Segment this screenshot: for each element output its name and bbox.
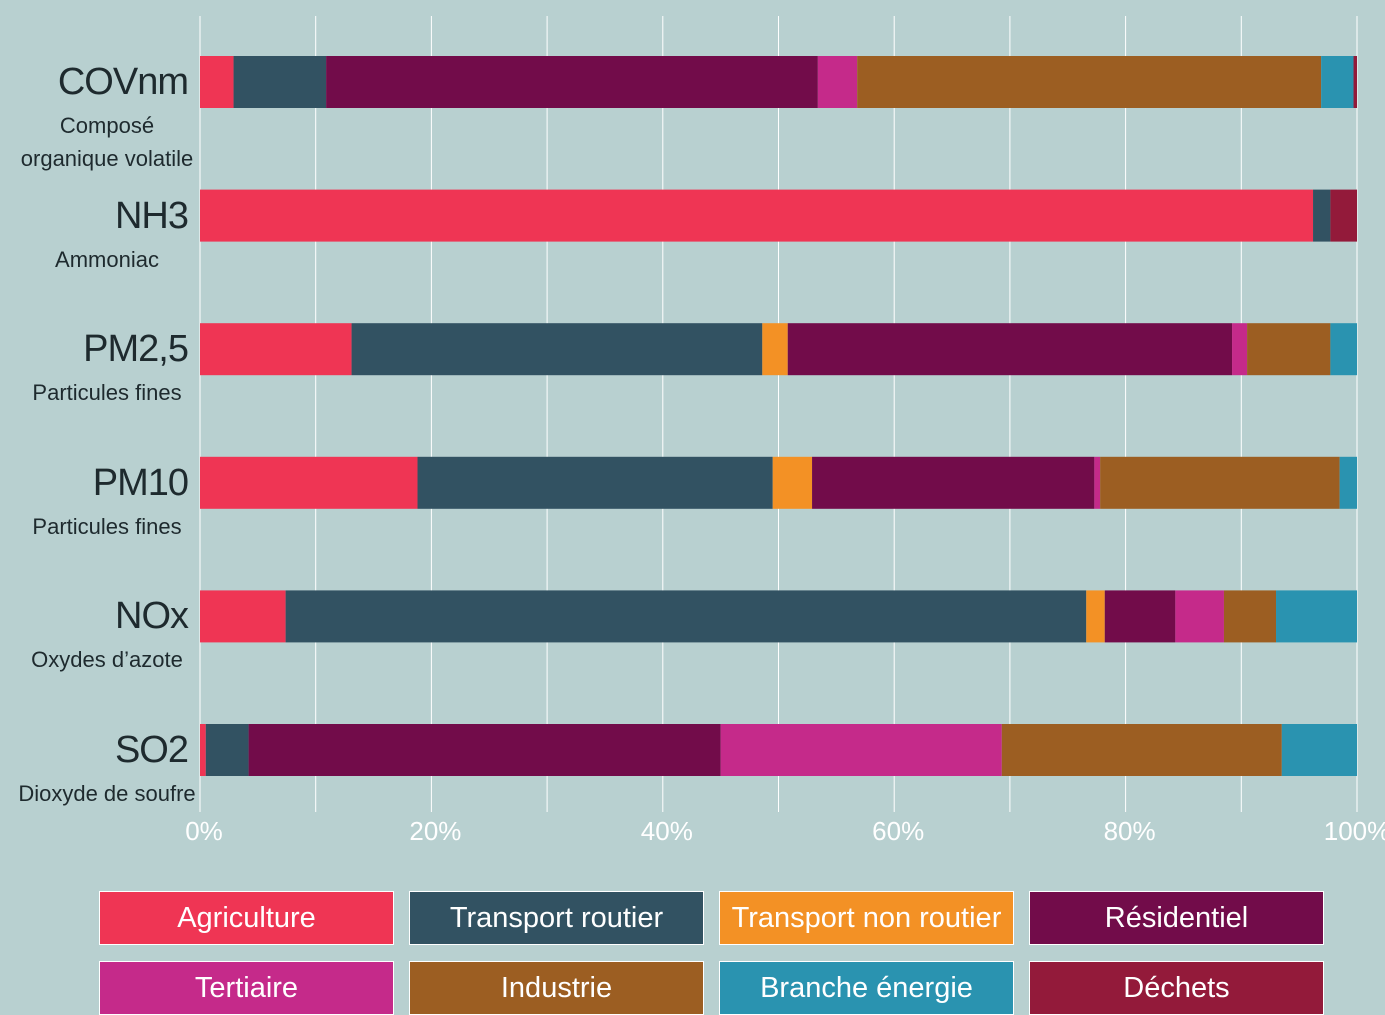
x-tick-label: 0% xyxy=(185,816,223,846)
bar-segment xyxy=(720,724,1002,776)
bar-segment xyxy=(1175,590,1224,643)
x-tick-label: 100% xyxy=(1323,816,1385,846)
bar-segment xyxy=(200,189,1314,242)
bar-segment xyxy=(787,323,1233,376)
bar-segment xyxy=(1100,456,1340,509)
bar-segment xyxy=(285,590,1087,643)
x-tick-label: 20% xyxy=(409,816,462,846)
bar-segment xyxy=(200,56,234,108)
bar-segment xyxy=(417,456,773,509)
legend-item: Transport routier xyxy=(409,891,704,945)
legend-item: Transport non routier xyxy=(719,891,1014,945)
category-description: Dioxyde de soufre xyxy=(18,781,196,806)
bar-segment xyxy=(200,323,352,376)
bar-segment xyxy=(1339,456,1357,509)
category-description: Particules fines xyxy=(32,513,182,539)
category-description: Composé organique volatile xyxy=(20,113,194,171)
bar-segment xyxy=(1094,456,1101,509)
bar-segment xyxy=(1232,323,1248,376)
category-label: COVnm xyxy=(57,61,189,103)
category-label: NOx xyxy=(115,595,189,638)
bar-segment xyxy=(857,56,1322,108)
bar-segment xyxy=(762,323,788,376)
bar-segment xyxy=(772,456,813,509)
bar-segment xyxy=(1353,56,1357,108)
legend-item: Déchets xyxy=(1029,961,1324,1015)
bar-segment xyxy=(1001,724,1282,776)
bar-segment xyxy=(200,724,206,776)
category-description: Ammoniac xyxy=(55,246,159,272)
category-label: PM10 xyxy=(92,461,189,504)
bar-segment xyxy=(1281,724,1357,776)
bar-segment xyxy=(1313,189,1331,242)
x-tick-label: 40% xyxy=(640,816,693,846)
bar-segment xyxy=(200,590,286,643)
bar-segment xyxy=(1086,590,1105,643)
legend-item: Agriculture xyxy=(99,891,394,945)
bar-segment xyxy=(817,56,858,108)
bar-segment xyxy=(351,323,763,376)
bar-segment xyxy=(326,56,818,108)
bar-segment xyxy=(1330,189,1357,242)
category-label: SO2 xyxy=(114,729,189,771)
bar-segment xyxy=(1276,590,1357,643)
bar-segment xyxy=(812,456,1095,509)
legend-item: Résidentiel xyxy=(1029,891,1324,945)
bar-segment xyxy=(1223,590,1277,643)
bar-segment xyxy=(248,724,721,776)
x-tick-label: 60% xyxy=(872,816,925,846)
bar-segment xyxy=(1104,590,1176,643)
bar-segment xyxy=(233,56,327,108)
bar-segment xyxy=(200,456,418,509)
legend-item: Tertiaire xyxy=(99,961,394,1015)
bar-segment xyxy=(1330,323,1357,376)
category-description: Particules fines xyxy=(32,380,182,406)
category-label: NH3 xyxy=(114,194,189,237)
x-tick-label: 80% xyxy=(1103,816,1156,846)
legend-item: Industrie xyxy=(409,961,704,1015)
bar-segment xyxy=(205,724,249,776)
legend-item: Branche énergie xyxy=(719,961,1014,1015)
category-label: PM2,5 xyxy=(83,328,189,371)
bar-segment xyxy=(1321,56,1354,108)
category-description: Oxydes d’azote xyxy=(31,647,183,673)
bar-segment xyxy=(1247,323,1331,376)
